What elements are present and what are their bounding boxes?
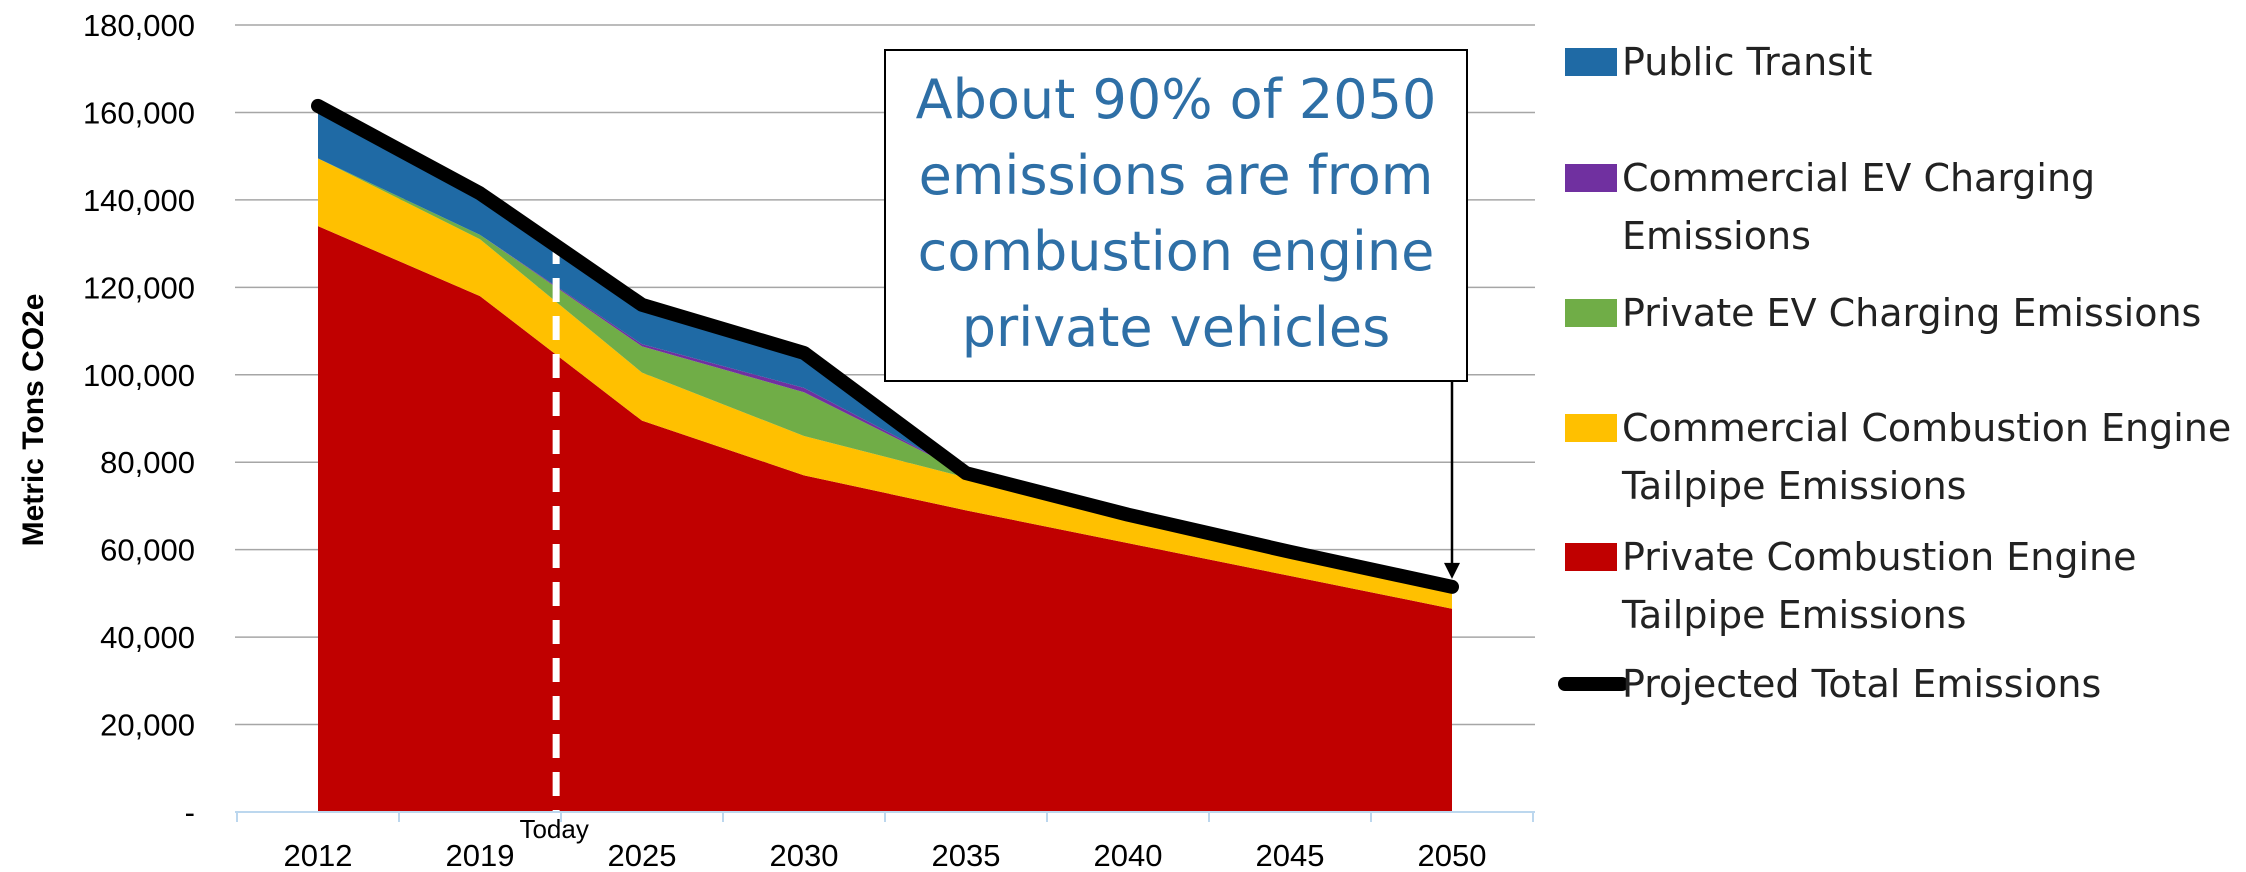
y-tick-label: 40,000 — [100, 620, 195, 655]
y-axis-label: Metric Tons CO2e — [17, 294, 50, 547]
y-tick-label: 120,000 — [83, 270, 195, 305]
annotation-callout: About 90% of 2050 emissions are from combu… — [884, 49, 1468, 579]
y-tick-label: 140,000 — [83, 183, 195, 218]
x-tick-label: 2045 — [1256, 838, 1325, 872]
legend-label: Emissions — [1622, 214, 1811, 258]
callout-arrow-head — [1444, 562, 1460, 579]
legend-swatch — [1565, 48, 1617, 76]
legend-label: Commercial EV Charging — [1622, 156, 2095, 200]
legend-swatch — [1565, 299, 1617, 327]
x-tick-label: 2040 — [1094, 838, 1163, 872]
x-tick-label: 2035 — [932, 838, 1001, 872]
legend-label: Tailpipe Emissions — [1621, 464, 1966, 508]
y-tick-label: 20,000 — [100, 708, 195, 743]
x-tick-label: 2019 — [446, 838, 515, 872]
x-tick-label: 2025 — [608, 838, 677, 872]
legend-label: Projected Total Emissions — [1622, 662, 2101, 706]
projected-total-line — [311, 98, 1459, 594]
y-tick-label: 160,000 — [83, 95, 195, 130]
y-tick-label: 80,000 — [100, 445, 195, 480]
x-tick-label: 2050 — [1418, 838, 1487, 872]
legend-label: Public Transit — [1622, 40, 1872, 84]
legend-label: Private EV Charging Emissions — [1622, 291, 2201, 335]
x-tick-label: 2012 — [284, 838, 353, 872]
y-tick-label: 180,000 — [83, 8, 195, 43]
area-series-0 — [318, 226, 1452, 813]
legend-label: Commercial Combustion Engine — [1622, 406, 2231, 450]
y-tick-label: 60,000 — [100, 533, 195, 568]
legend-label: Private Combustion Engine — [1622, 535, 2136, 579]
total-line-group — [311, 98, 1459, 594]
legend-swatch — [1565, 543, 1617, 571]
y-tick-label: - — [185, 795, 195, 830]
callout-text-line: emissions are from — [919, 144, 1434, 207]
callout-text-line: About 90% of 2050 — [916, 68, 1437, 131]
callout-box — [884, 49, 1468, 382]
today-marker: Today — [519, 240, 589, 844]
y-axis: - 20,000 40,000 60,000 80,000 100,000 120,000 1… — [83, 8, 195, 830]
x-axis: 2012 2019 2025 2030 2035 2040 2045 2050 — [235, 811, 1535, 872]
x-tick-label: 2030 — [770, 838, 839, 872]
legend-swatch — [1565, 164, 1617, 192]
legend-label: Tailpipe Emissions — [1621, 593, 1966, 637]
today-label: Today — [519, 814, 588, 844]
legend: Public Transit Commercial EV Charging Emis… — [1558, 40, 2231, 706]
callout-text-line: private vehicles — [962, 296, 1391, 359]
callout-text-line: combustion engine — [918, 220, 1435, 283]
legend-swatch — [1565, 414, 1617, 442]
y-tick-label: 100,000 — [83, 358, 195, 393]
